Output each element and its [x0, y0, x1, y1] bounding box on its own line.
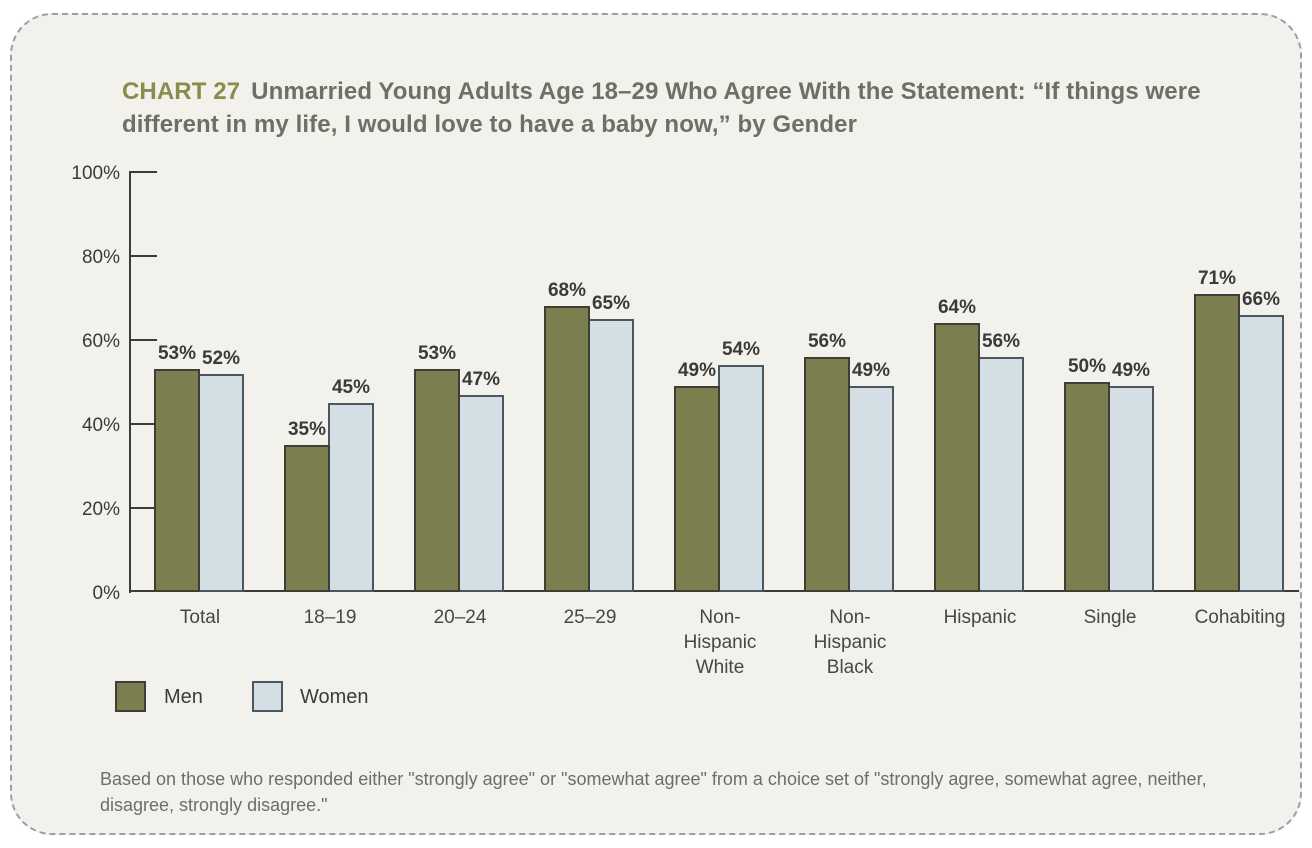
value-label-men: 53% — [157, 343, 197, 364]
value-label-men: 35% — [287, 419, 327, 440]
bar-men — [674, 386, 720, 592]
chart-number: CHART 27 — [122, 78, 241, 105]
bar-women — [978, 357, 1024, 592]
y-tick — [129, 507, 157, 509]
bar-women — [1238, 315, 1284, 592]
bar-men — [934, 323, 980, 592]
plot-area: 100% 80% 60% 40% 20% 0% 52% 53% Total 45% 35% 18–19… — [12, 15, 1312, 848]
value-label-men: 50% — [1067, 356, 1107, 377]
category-label: 25–29 — [563, 607, 617, 628]
value-label-men: 71% — [1197, 268, 1237, 289]
chart-panel: CHART 27 Unmarried Young Adults Age 18–29… — [10, 13, 1302, 835]
legend-label-men: Men — [164, 686, 203, 708]
bar-women — [198, 374, 244, 592]
category-label: Single — [1083, 607, 1137, 628]
value-label-men: 53% — [417, 343, 457, 364]
y-axis-line — [129, 172, 131, 593]
bar-men — [1194, 294, 1240, 592]
y-tick — [129, 423, 157, 425]
value-label-women: 54% — [721, 339, 761, 360]
bar-women — [718, 365, 764, 592]
bar-men — [414, 369, 460, 592]
category-label: 18–19 — [303, 607, 357, 628]
legend-label-women: Women — [300, 686, 369, 708]
category-label: Hispanic — [943, 607, 1017, 628]
bar-women — [458, 395, 504, 592]
category-label: Non-Hispanic Black — [813, 607, 887, 678]
chart-title: CHART 27 Unmarried Young Adults Age 18–29… — [122, 75, 1232, 141]
value-label-women: 66% — [1241, 289, 1281, 310]
y-tick — [129, 339, 157, 341]
y-tick-label: 40% — [81, 415, 120, 436]
footnote: Based on those who responded either "str… — [100, 769, 1207, 815]
bar-men — [154, 369, 200, 592]
bar-women — [588, 319, 634, 592]
women-swatch-icon — [252, 681, 283, 712]
men-swatch-icon — [115, 681, 146, 712]
y-tick-label: 0% — [92, 583, 120, 604]
category-label: Cohabiting — [1194, 607, 1286, 628]
value-label-men: 64% — [937, 297, 977, 318]
bar-women — [1108, 386, 1154, 592]
chart-title-text: Unmarried Young Adults Age 18–29 Who Agr… — [122, 78, 1201, 138]
y-tick — [129, 171, 157, 173]
y-tick-label: 80% — [81, 247, 120, 268]
value-label-women: 47% — [461, 369, 501, 390]
value-label-men: 56% — [807, 331, 847, 352]
bar-men — [284, 445, 330, 592]
y-tick-label: 60% — [81, 331, 120, 352]
category-label: Total — [179, 607, 221, 628]
value-label-women: 49% — [1111, 360, 1151, 381]
bar-women — [848, 386, 894, 592]
y-tick — [129, 255, 157, 257]
value-label-women: 52% — [201, 348, 241, 369]
bar-men — [544, 306, 590, 592]
bar-men — [804, 357, 850, 592]
bar-women — [328, 403, 374, 592]
value-label-women: 56% — [981, 331, 1021, 352]
y-tick-label: 100% — [71, 163, 120, 184]
value-label-women: 49% — [851, 360, 891, 381]
value-label-women: 45% — [331, 377, 371, 398]
y-tick-label: 20% — [81, 499, 120, 520]
value-label-men: 49% — [677, 360, 717, 381]
bar-men — [1064, 382, 1110, 592]
value-label-women: 65% — [591, 293, 631, 314]
category-label: Non-Hispanic White — [683, 607, 757, 678]
category-label: 20–24 — [433, 607, 487, 628]
value-label-men: 68% — [547, 280, 587, 301]
